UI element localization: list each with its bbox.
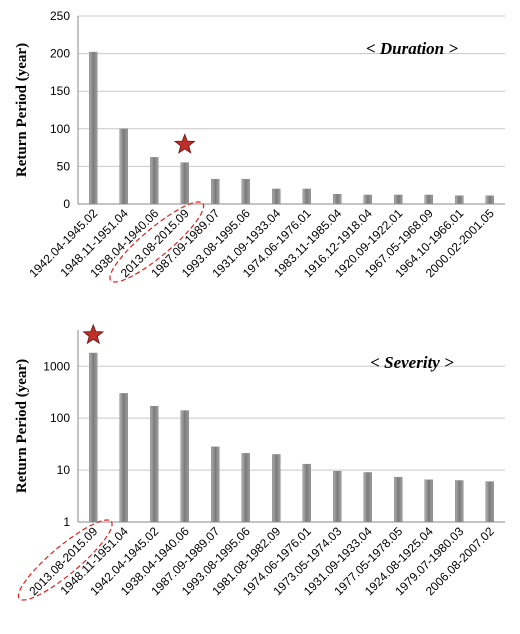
y-tick-label: 1 bbox=[63, 515, 70, 529]
bar bbox=[211, 178, 220, 205]
y-axis-title: Return Period (year) bbox=[14, 43, 30, 177]
bar bbox=[424, 194, 433, 205]
y-tick-label: 50 bbox=[57, 159, 71, 173]
bar bbox=[485, 481, 494, 523]
bar bbox=[302, 188, 311, 205]
bar bbox=[485, 195, 494, 205]
bar bbox=[89, 51, 98, 205]
annotation: < Severity > bbox=[370, 353, 454, 372]
bar bbox=[150, 157, 159, 205]
bar bbox=[241, 453, 250, 523]
bar bbox=[211, 446, 220, 523]
highlight-ellipse bbox=[109, 201, 205, 283]
bar bbox=[363, 472, 372, 523]
bar bbox=[241, 178, 250, 205]
bar bbox=[394, 194, 403, 205]
y-tick-label: 1000 bbox=[43, 359, 70, 373]
bar bbox=[424, 479, 433, 523]
bar bbox=[455, 195, 464, 205]
bar bbox=[272, 454, 281, 523]
y-tick-label: 150 bbox=[50, 84, 70, 98]
bar bbox=[180, 162, 189, 205]
bar bbox=[333, 470, 342, 523]
bar bbox=[180, 410, 189, 523]
bar bbox=[333, 193, 342, 205]
y-axis-title: Return Period (year) bbox=[14, 359, 30, 493]
star bbox=[173, 133, 196, 154]
bar bbox=[89, 352, 98, 523]
bar bbox=[272, 188, 281, 205]
y-tick-label: 100 bbox=[50, 411, 70, 425]
bar bbox=[119, 128, 128, 205]
bar bbox=[150, 405, 159, 523]
bar bbox=[394, 476, 403, 523]
y-tick-label: 0 bbox=[63, 197, 70, 211]
y-tick-label: 10 bbox=[57, 463, 71, 477]
highlight-ellipse bbox=[17, 519, 113, 601]
bar bbox=[302, 463, 311, 523]
annotation: < Duration > bbox=[366, 39, 458, 58]
bar bbox=[119, 393, 128, 523]
y-tick-label: 250 bbox=[50, 9, 70, 23]
bar bbox=[363, 194, 372, 205]
y-tick-label: 200 bbox=[50, 47, 70, 61]
bar bbox=[455, 480, 464, 523]
y-tick-label: 100 bbox=[50, 122, 70, 136]
star bbox=[82, 323, 105, 345]
